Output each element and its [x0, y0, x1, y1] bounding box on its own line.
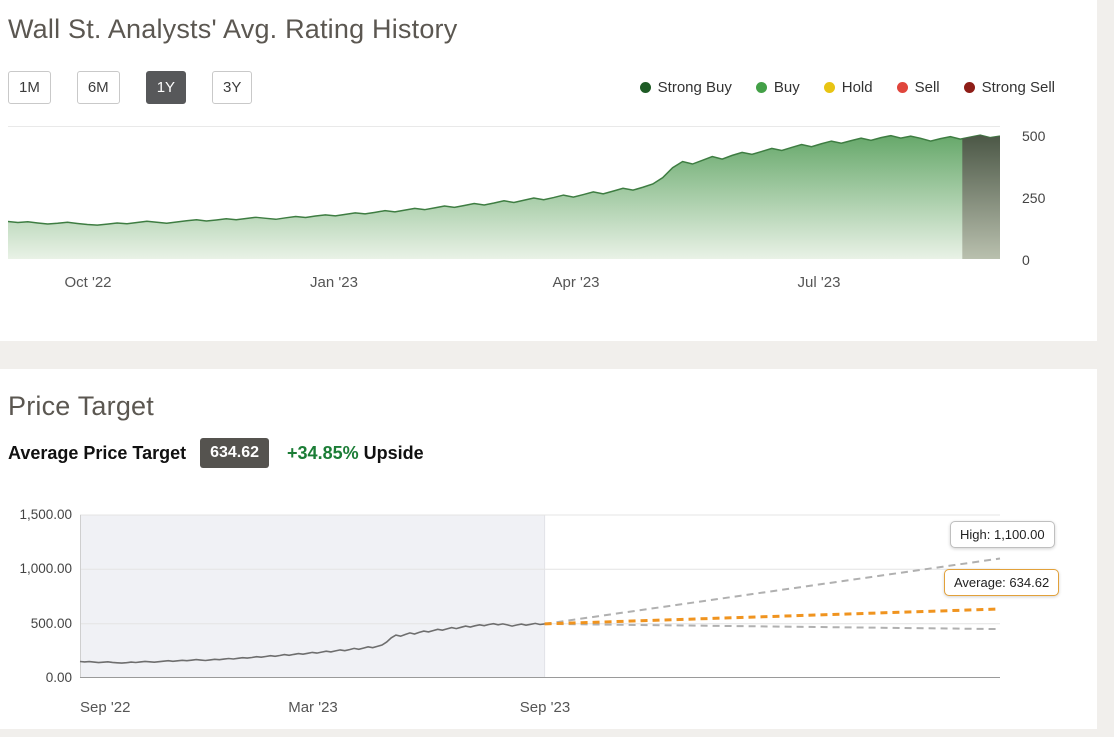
rating-chart-y-tick: 500	[1022, 128, 1046, 144]
rating-chart-y-tick: 250	[1022, 190, 1046, 206]
high-price-target-tooltip: High: 1,100.00	[950, 521, 1055, 548]
legend-label: Hold	[841, 79, 873, 96]
price-target-x-tick: Mar '23	[288, 699, 338, 716]
rating-history-chart[interactable]	[8, 126, 1000, 259]
legend-item-hold: Hold	[823, 79, 873, 96]
price-target-chart-area: 1,500.00 1,000.00 500.00 0.00 Sep '22 Mar '2…	[8, 507, 1078, 721]
range-button-1y[interactable]: 1Y	[145, 71, 187, 104]
rating-chart-x-tick: Oct '22	[64, 274, 112, 291]
legend-item-sell: Sell	[896, 79, 940, 96]
legend-label: Strong Buy	[657, 79, 732, 96]
rating-history-section: Wall St. Analysts' Avg. Rating History 1…	[0, 0, 1097, 298]
price-target-x-tick: Sep '23	[519, 699, 571, 716]
rating-chart-y-tick: 0	[1022, 252, 1030, 268]
legend-dot-strong-buy	[639, 82, 651, 93]
chart-controls-row: 1M 6M 1Y 3Y Strong Buy Buy Hold Sell Strong Sel…	[8, 71, 1097, 104]
price-target-title: Price Target	[8, 391, 154, 421]
legend-dot-buy	[755, 82, 767, 93]
rating-legend: Strong Buy Buy Hold Sell Strong Sell	[639, 79, 1055, 96]
rating-chart-x-tick: Jul '23	[797, 274, 841, 291]
legend-dot-strong-sell	[963, 82, 975, 93]
price-target-y-tick: 1,000.00	[19, 561, 72, 576]
price-target-y-tick: 0.00	[45, 670, 72, 685]
legend-label: Buy	[773, 79, 800, 96]
page: Wall St. Analysts' Avg. Rating History 1…	[0, 0, 1097, 729]
price-target-y-axis: 1,500.00 1,000.00 500.00 0.00	[8, 507, 72, 689]
average-price-target-label: Average Price Target	[8, 442, 187, 463]
price-target-x-tick: Sep '22	[80, 699, 131, 716]
legend-item-buy: Buy	[755, 79, 800, 96]
average-price-target-row: Average Price Target 634.62 +34.85% Upsi…	[8, 438, 1097, 468]
upside-label: Upside	[363, 442, 424, 463]
legend-label: Sell	[914, 79, 940, 96]
range-button-3y[interactable]: 3Y	[212, 71, 253, 104]
time-range-buttons: 1M 6M 1Y 3Y	[8, 71, 253, 104]
price-target-section: Price Target Average Price Target 634.62…	[0, 369, 1097, 721]
price-target-y-tick: 1,500.00	[19, 507, 72, 522]
price-target-chart[interactable]	[79, 514, 1001, 678]
legend-item-strong-buy: Strong Buy	[639, 79, 732, 96]
section-divider	[0, 341, 1114, 369]
average-price-target-tooltip: Average: 634.62	[944, 569, 1060, 596]
legend-dot-hold	[823, 82, 835, 93]
range-button-6m[interactable]: 6M	[76, 71, 120, 104]
average-price-target-value-badge: 634.62	[200, 438, 270, 468]
price-target-x-axis: Sep '22 Mar '23 Sep '23	[80, 699, 1000, 719]
rating-history-title: Wall St. Analysts' Avg. Rating History	[8, 14, 458, 44]
price-target-y-tick: 500.00	[30, 616, 72, 631]
rating-history-chart-area: 500 250 0 Oct '22 Jan '23 Apr '23 Jul '23	[8, 126, 1088, 298]
rating-chart-x-tick: Jan '23	[310, 274, 358, 291]
legend-label: Strong Sell	[981, 79, 1055, 96]
upside-text: +34.85% Upside	[287, 443, 424, 464]
upside-percent: +34.85%	[287, 442, 359, 463]
legend-item-strong-sell: Strong Sell	[963, 79, 1055, 96]
rating-chart-x-tick: Apr '23	[552, 274, 600, 291]
legend-dot-sell	[896, 82, 908, 93]
range-button-1m[interactable]: 1M	[8, 71, 51, 104]
